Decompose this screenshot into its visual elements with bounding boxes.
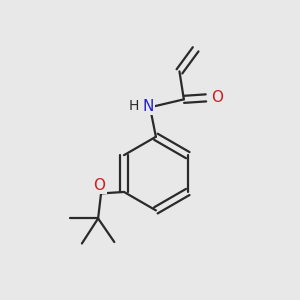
- Text: H: H: [129, 99, 139, 113]
- Text: O: O: [211, 90, 223, 105]
- Text: N: N: [143, 99, 154, 114]
- Text: O: O: [94, 178, 106, 193]
